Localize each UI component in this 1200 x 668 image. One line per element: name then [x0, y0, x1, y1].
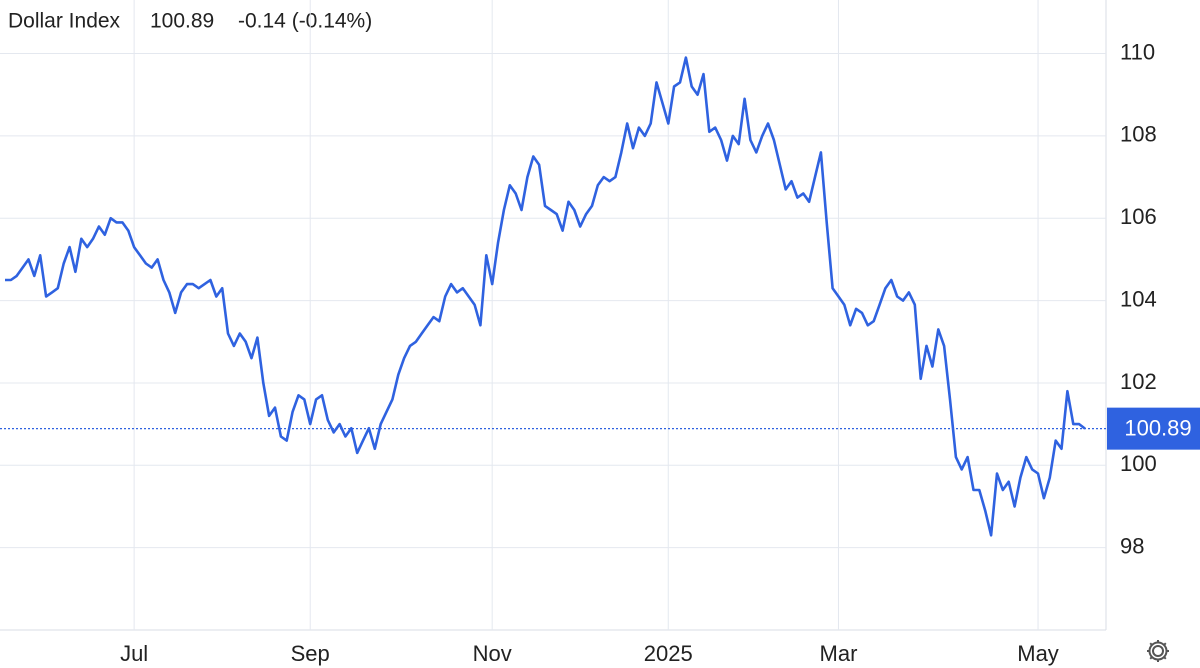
x-tick-label: May: [1017, 641, 1059, 666]
settings-icon[interactable]: [1147, 640, 1169, 662]
y-tick-label: 108: [1120, 122, 1157, 147]
x-tick-label: 2025: [644, 641, 693, 666]
x-tick-label: Sep: [291, 641, 330, 666]
y-tick-label: 110: [1120, 39, 1155, 64]
x-tick-label: Nov: [473, 641, 512, 666]
y-tick-label: 102: [1120, 369, 1157, 394]
chart-title: Dollar Index: [8, 10, 121, 33]
change: -0.14 (-0.14%): [238, 10, 372, 33]
price-tag-label: 100.89: [1124, 415, 1191, 440]
price-line: [5, 56, 1086, 537]
x-tick-label: Jul: [120, 641, 148, 666]
y-tick-label: 100: [1120, 451, 1157, 476]
y-tick-label: 104: [1120, 286, 1157, 311]
y-tick-label: 98: [1120, 533, 1144, 558]
x-tick-label: Mar: [820, 641, 858, 666]
price: 100.89: [150, 10, 214, 33]
price-tag: [1107, 407, 1200, 450]
y-tick-label: 106: [1120, 204, 1157, 229]
